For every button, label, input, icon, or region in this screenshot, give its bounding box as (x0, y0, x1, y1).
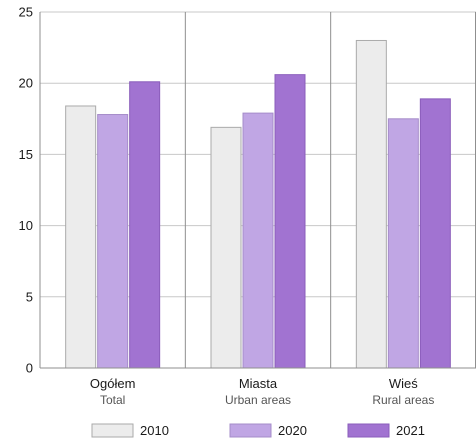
axis-layer: 0 5 10 15 20 25 Ogółem Total Miasta Urban areas Wi… (19, 5, 476, 407)
bar-2020-2 (387, 118, 419, 369)
bar-2010-2 (355, 39, 387, 369)
legend-label-2010: 2010 (140, 423, 169, 438)
legend-swatch-2021 (347, 423, 390, 438)
x-category-label: Wieś (389, 376, 418, 391)
legend-swatch-2010 (91, 423, 134, 438)
y-tick-label: 25 (19, 5, 33, 20)
bars-layer (65, 39, 451, 369)
legend-swatch-2020 (229, 423, 272, 438)
bar-2010-1 (210, 126, 242, 369)
y-tick-label: 10 (19, 218, 33, 233)
bar-2010-0 (65, 105, 97, 369)
x-category-sublabel: Rural areas (372, 393, 434, 407)
bar-2020-0 (97, 114, 129, 369)
bar-2021-0 (129, 81, 161, 369)
legend-label-2020: 2020 (278, 423, 307, 438)
x-category-label: Ogółem (90, 376, 136, 391)
x-category-sublabel: Urban areas (225, 393, 291, 407)
y-tick-label: 20 (19, 76, 33, 91)
x-category-sublabel: Total (100, 393, 125, 407)
bar-2021-2 (419, 98, 451, 369)
bar-2021-1 (274, 74, 306, 369)
y-tick-label: 0 (26, 361, 33, 376)
x-category-label: Miasta (239, 376, 278, 391)
bar-2020-1 (242, 112, 274, 369)
legend-label-2021: 2021 (396, 423, 425, 438)
y-tick-label: 5 (26, 289, 33, 304)
y-tick-label: 15 (19, 147, 33, 162)
legend: 2010 2020 2021 (91, 423, 425, 438)
